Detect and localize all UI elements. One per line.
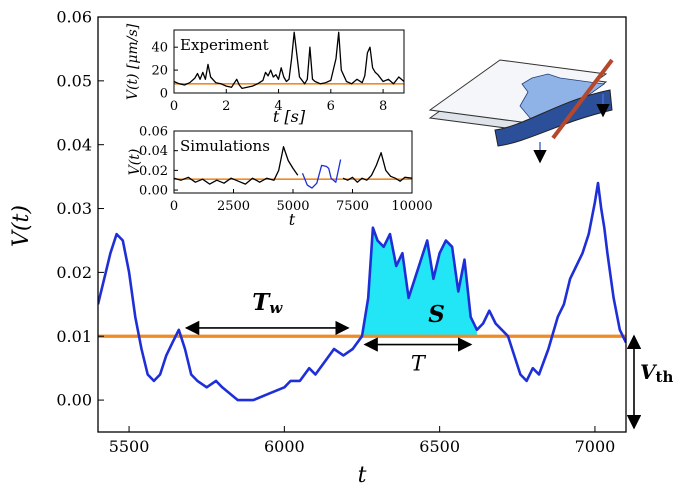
main-y-tick-label: 0.06 (56, 8, 92, 27)
simulations-y-tick-label: 0.06 (139, 125, 168, 140)
main-chart: 5500 6000 6500 7000 0.000.010.020.030.040.0… (9, 8, 673, 488)
experiment-y-tick-label: 0 (160, 87, 168, 102)
t-annotation: T (363, 337, 473, 376)
tw-label: Tw (252, 289, 283, 317)
main-y-tick-label: 0.01 (56, 327, 92, 346)
simulations-x-tick-label: 7500 (336, 199, 369, 214)
experiment-series-line-0 (174, 31, 404, 90)
main-x-tick-label: 5500 (109, 437, 150, 456)
t-label: T (411, 352, 427, 376)
main-y-tick-label: 0.02 (56, 263, 92, 282)
vth-label-main: V (640, 360, 658, 384)
simulations-x-tick-label: 10000 (391, 199, 432, 214)
inset-experiment-bg (174, 30, 404, 93)
main-x-tick-label: 6500 (419, 437, 460, 456)
series-group (98, 181, 626, 402)
vth-annotation: Vth (626, 334, 673, 430)
inset-experiment-frame (173, 29, 405, 94)
simulations-series-line-1 (301, 159, 342, 189)
simulations-series-line-2 (342, 152, 412, 183)
experiment-x-tick-label: 8 (379, 99, 387, 114)
inset-simulations-series (174, 146, 412, 189)
simulations-y-tick-label: 0.02 (139, 164, 168, 179)
inset-experiment-y-label: V(t) [μm/s] (125, 23, 141, 100)
experiment-x-tick-label: 6 (327, 99, 335, 114)
y-axis-ticks: 0.00 0.01 0.02 0.03 0.04 0.05 0.06 (56, 8, 104, 410)
experiment-x-tick-label: 2 (222, 99, 230, 114)
main-x-tick-label: 7000 (575, 437, 616, 456)
schematic-curved-sheet (494, 89, 613, 147)
simulations-x-tick-label: 2500 (217, 199, 250, 214)
simulations-series-line-0 (174, 146, 299, 185)
vth-label-sub: th (656, 368, 674, 386)
x-axis-ticks: 5500 6000 6500 7000 (109, 426, 616, 456)
simulations-x-tick-label: 5000 (276, 199, 309, 214)
inset-simulations-y-label: V(t) (127, 149, 143, 176)
simulations-x-tick-label: 0 (170, 199, 178, 214)
vth-label: Vth (640, 360, 673, 386)
main-y-tick-label: 0.03 (56, 199, 92, 218)
inset-experiment-y-ticks: 0 20 40 (151, 41, 178, 102)
x-axis-label: t (358, 463, 367, 488)
area-S-fill (362, 227, 477, 337)
main-series-line-0 (98, 181, 626, 402)
experiment-y-tick-label: 40 (151, 41, 168, 56)
inset-experiment-x-ticks: 0 2 4 6 8 (170, 89, 387, 114)
main-y-tick-label: 0.04 (56, 135, 92, 154)
inset-experiment-series (174, 31, 404, 90)
main-y-tick-label: 0.00 (56, 391, 92, 410)
s-label: S (428, 301, 445, 328)
tw-annotation: Tw (184, 289, 350, 336)
main-plot-frame (97, 16, 627, 433)
simulations-y-tick-label: 0.04 (139, 144, 168, 159)
experiment-x-tick-label: 0 (170, 99, 178, 114)
inset-simulations-title: Simulations (180, 137, 270, 155)
area-S-polygon (362, 227, 477, 337)
main-x-tick-label: 6000 (264, 437, 305, 456)
inset-experiment-title: Experiment (180, 36, 269, 54)
simulations-y-tick-label: 0.00 (139, 184, 168, 199)
y-axis-label: V(t) (9, 205, 34, 247)
inset-experiment-x-label: t [s] (273, 107, 306, 126)
schematic-pull-bar (551, 58, 614, 140)
schematic-top-plate (428, 59, 608, 125)
inset-simulations-y-ticks: 0.00 0.02 0.04 0.06 (139, 125, 178, 199)
inset-simulations-x-label: t (289, 210, 296, 229)
main-y-tick-label: 0.05 (56, 71, 92, 90)
schematic-illustration (428, 58, 614, 164)
tw-label-sub: w (269, 299, 283, 317)
tw-label-main: T (252, 289, 271, 316)
inset-simulations: 0 2500 5000 7500 10000 0.00 0.02 0.04 0.06 Simu… (127, 125, 433, 229)
inset-simulations-bg (174, 131, 412, 193)
inset-simulations-x-ticks: 0 2500 5000 7500 10000 (170, 189, 433, 214)
experiment-x-tick-label: 4 (274, 99, 282, 114)
inset-experiment: 0 2 4 6 8 0 20 40 Experiment t [s] V(t) [μm/s] (125, 23, 405, 126)
experiment-y-tick-label: 20 (151, 64, 168, 79)
